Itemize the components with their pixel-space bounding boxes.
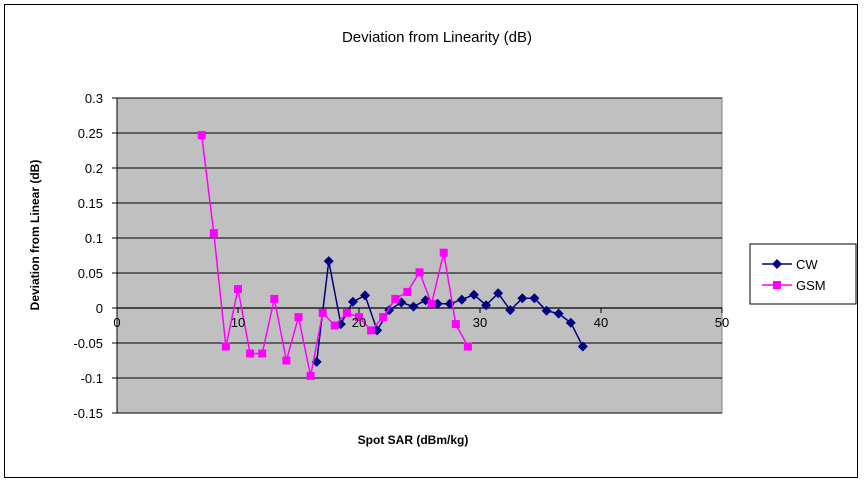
legend-gsm-label: GSM: [796, 278, 826, 293]
plot-background: [116, 97, 723, 414]
series-gsm-point: [318, 308, 327, 317]
legend-item-cw: CW: [762, 257, 818, 272]
series-cw-point: [347, 296, 358, 307]
series-cw-point: [517, 293, 528, 304]
y-tick-label-2: 0.2: [85, 161, 103, 176]
y-axis-title: Deviation from Linear (dB): [28, 160, 42, 311]
chart-title: Deviation from Linearity (dB): [342, 29, 532, 46]
series-gsm-point: [415, 268, 424, 277]
series-cw-point: [577, 341, 588, 352]
y-tick-label-1: 0.25: [78, 126, 103, 141]
series-gsm-point: [367, 326, 376, 335]
series-cw-point: [468, 289, 479, 300]
x-tick-label-2: 20: [352, 315, 366, 330]
series-gsm-point: [294, 313, 303, 322]
series-cw-point: [360, 290, 371, 301]
series-cw-point: [529, 293, 540, 304]
series-gsm-point: [463, 342, 472, 351]
series-gsm-point: [209, 229, 218, 238]
legend-item-gsm: GSM: [762, 278, 826, 293]
y-tick-label-4: 0.1: [85, 231, 103, 246]
series-gsm-point: [306, 371, 315, 380]
y-tick-label-0: 0.3: [85, 91, 103, 106]
series-cw-point: [553, 308, 564, 319]
x-tick-label-4: 40: [594, 315, 608, 330]
series-cw-point: [323, 256, 334, 267]
series-cw-point: [481, 300, 492, 311]
legend-box: [749, 243, 857, 305]
x-axis-title: Spot SAR (dBm/kg): [358, 433, 469, 447]
series-gsm-point: [427, 299, 436, 308]
y-tick-label-7: -0.05: [73, 336, 103, 351]
series-gsm-point: [379, 313, 388, 322]
series-gsm-point: [221, 342, 230, 351]
y-tick-label-6: 0: [96, 301, 103, 316]
x-tick-label-3: 30: [473, 315, 487, 330]
axes: [112, 97, 723, 414]
plot-area: [116, 97, 723, 414]
series-gsm-point: [330, 321, 339, 330]
series-gsm-point: [197, 131, 206, 140]
series-gsm-point: [282, 356, 291, 365]
x-tick-label-1: 10: [231, 315, 245, 330]
y-tick-label-3: 0.15: [78, 196, 103, 211]
series-cw-point: [408, 301, 419, 312]
series-gsm-point: [258, 349, 267, 358]
series-gsm-point: [270, 294, 279, 303]
series-cw-point: [541, 305, 552, 316]
series-gsm-point: [234, 285, 242, 294]
series-gsm-point: [391, 294, 400, 303]
legend-gsm-marker: [773, 281, 781, 289]
series-gsm-point: [439, 248, 448, 257]
series-gsm-point: [342, 308, 351, 317]
x-tick-label-5: 50: [715, 315, 729, 330]
legend-cw-marker: [772, 259, 782, 269]
series-cw-point: [493, 288, 504, 299]
y-tick-label-9: -0.15: [73, 406, 103, 421]
series-cw-point: [505, 305, 516, 316]
series-gsm-point: [403, 287, 412, 296]
series-gsm-point: [451, 320, 460, 329]
series-cw-point: [456, 294, 467, 305]
series-group: [197, 131, 588, 380]
series-gsm-point: [355, 313, 363, 322]
y-tick-label-8: -0.1: [81, 371, 103, 386]
legend-cw-label: CW: [796, 257, 818, 272]
legend: CW GSM: [749, 243, 857, 305]
series-cw-point: [565, 317, 576, 328]
series-gsm-point: [246, 349, 255, 358]
x-tick-label-0: 0: [113, 315, 120, 330]
tick-labels: 0.3 0.25 0.2 0.15 0.1 0.05 0 -0.05 -0.1 -0.15 0 10 2…: [73, 91, 729, 421]
y-tick-label-5: 0.05: [78, 266, 103, 281]
